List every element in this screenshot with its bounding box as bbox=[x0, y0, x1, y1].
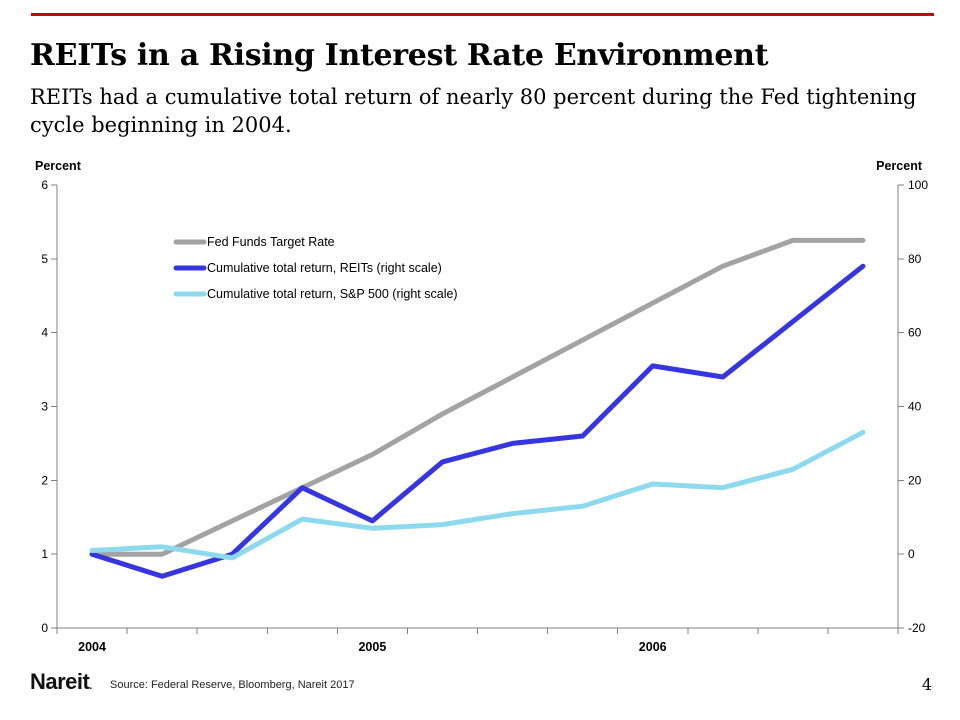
legend-label-0: Fed Funds Target Rate bbox=[207, 235, 335, 249]
nareit-logo: Nareit. bbox=[30, 669, 92, 695]
right-axis-tick-label: 20 bbox=[908, 473, 922, 487]
x-axis-year-label: 2004 bbox=[78, 640, 106, 654]
right-axis-tick-label: 60 bbox=[908, 326, 922, 340]
left-axis-tick-label: 4 bbox=[41, 326, 48, 340]
left-axis-tick-label: 2 bbox=[41, 473, 48, 487]
left-axis-title: Percent bbox=[35, 159, 82, 173]
nareit-logo-mark: . bbox=[89, 681, 92, 692]
right-axis-tick-label: 80 bbox=[908, 252, 922, 266]
nareit-logo-text: Nareit bbox=[30, 669, 90, 694]
left-axis-tick-label: 6 bbox=[41, 178, 48, 192]
x-axis-year-label: 2006 bbox=[639, 640, 667, 654]
source-note: Source: Federal Reserve, Bloomberg, Nare… bbox=[110, 679, 355, 691]
accent-rule bbox=[31, 13, 934, 16]
page-number: 4 bbox=[921, 675, 932, 694]
right-axis-tick-label: -20 bbox=[908, 621, 926, 635]
x-axis-year-label: 2005 bbox=[358, 640, 386, 654]
left-axis-tick-label: 0 bbox=[41, 621, 48, 635]
legend-label-1: Cumulative total return, REITs (right sc… bbox=[207, 261, 442, 275]
series-line-0 bbox=[89, 237, 866, 557]
slide-subtitle: REITs had a cumulative total return of n… bbox=[30, 85, 917, 137]
left-axis-tick-label: 3 bbox=[41, 400, 48, 414]
left-axis-tick-label: 5 bbox=[41, 252, 48, 266]
right-axis-tick-label: 40 bbox=[908, 400, 922, 414]
right-axis-tick-label: 100 bbox=[908, 178, 928, 192]
slide-title: REITs in a Rising Interest Rate Environm… bbox=[30, 38, 769, 73]
series-line-2 bbox=[89, 429, 866, 561]
right-axis-title: Percent bbox=[876, 159, 923, 173]
legend-label-2: Cumulative total return, S&P 500 (right … bbox=[207, 287, 458, 301]
right-axis-tick-label: 0 bbox=[908, 547, 915, 561]
series-line-1 bbox=[89, 263, 866, 579]
left-axis-tick-label: 1 bbox=[41, 547, 48, 561]
